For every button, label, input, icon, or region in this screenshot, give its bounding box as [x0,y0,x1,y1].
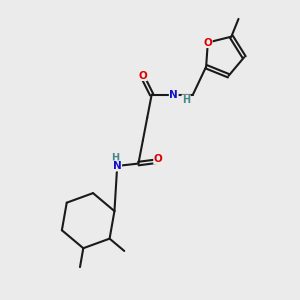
Text: O: O [139,70,147,80]
Text: O: O [154,154,163,164]
Text: N: N [113,161,122,171]
Text: N: N [169,90,178,100]
Text: H: H [111,153,119,163]
Text: H: H [182,95,190,105]
Text: O: O [203,38,212,47]
